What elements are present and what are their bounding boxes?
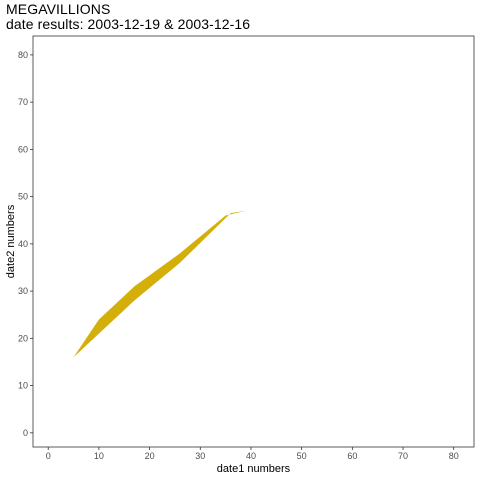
x-tick-label: 0 <box>46 451 51 461</box>
y-tick-label: 0 <box>23 428 28 438</box>
y-tick-label: 70 <box>18 97 28 107</box>
x-tick-label: 70 <box>398 451 408 461</box>
y-tick-label: 30 <box>18 286 28 296</box>
y-tick-label: 20 <box>18 333 28 343</box>
title-block: MEGAVILLIONS date results: 2003-12-19 & … <box>6 2 474 32</box>
chart-title: MEGAVILLIONS <box>6 1 111 17</box>
series-layer <box>73 210 246 358</box>
x-tick-label: 10 <box>94 451 104 461</box>
x-tick-label: 60 <box>347 451 357 461</box>
y-tick-label: 60 <box>18 144 28 154</box>
x-tick-label: 80 <box>449 451 459 461</box>
x-axis-title: date1 numbers <box>217 463 291 475</box>
x-tick-label: 40 <box>246 451 256 461</box>
y-axis-title: date2 numbers <box>5 204 17 278</box>
y-axis: 0 10 20 30 40 50 60 70 80 <box>18 50 33 438</box>
x-axis: 0 10 20 30 40 50 60 70 80 <box>46 447 459 461</box>
y-tick-label: 50 <box>18 192 28 202</box>
x-tick-label: 30 <box>195 451 205 461</box>
series-area-1 <box>73 210 246 358</box>
plot-panel-border <box>32 35 475 448</box>
y-tick-label: 10 <box>18 381 28 391</box>
y-tick-label: 40 <box>18 239 28 249</box>
chart-subtitle: date results: 2003-12-19 & 2003-12-16 <box>6 16 251 32</box>
x-tick-label: 50 <box>297 451 307 461</box>
y-tick-label: 80 <box>18 50 28 60</box>
x-tick-label: 20 <box>145 451 155 461</box>
